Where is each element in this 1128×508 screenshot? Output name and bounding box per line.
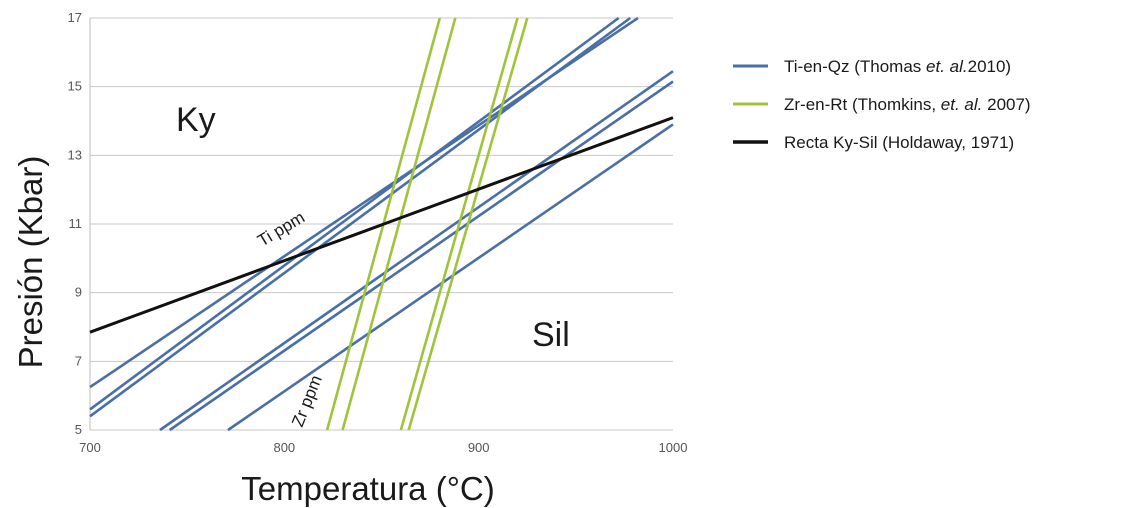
legend: Ti-en-Qz (Thomas et. al.2010) Zr-en-Rt (T… <box>733 57 1031 152</box>
series-line-ti-2 <box>89 16 620 411</box>
series-line-ky-sil-1 <box>89 116 674 334</box>
legend-label-zr: Zr-en-Rt (Thomkins, et. al. 2007) <box>784 95 1031 114</box>
x-tick-label-3: 1000 <box>659 440 688 455</box>
series-line-ti-4 <box>159 70 674 432</box>
y-axis-title: Presión (Kbar) <box>12 156 49 369</box>
annotation-zr-ppm: Zr ppm <box>288 372 326 429</box>
series-line-zr-3 <box>399 17 519 431</box>
series-line-ti-6 <box>227 123 674 432</box>
legend-label-ti: Ti-en-Qz (Thomas et. al.2010) <box>784 57 1011 76</box>
y-tick-label-5: 15 <box>68 79 82 94</box>
y-tick-label-3: 11 <box>69 216 83 231</box>
region-label-sil: Sil <box>532 316 570 354</box>
y-tick-label-0: 5 <box>75 422 82 437</box>
region-label-ky: Ky <box>176 101 216 139</box>
annotation-ti-ppm: Ti ppm <box>254 208 308 251</box>
x-tick-label-0: 700 <box>79 440 101 455</box>
tick-labels: 5 7 9 11 13 15 17 700 800 900 1000 <box>68 10 688 455</box>
x-tick-label-2: 900 <box>468 440 490 455</box>
y-tick-label-6: 17 <box>68 10 82 25</box>
legend-label-ky-sil: Recta Ky-Sil (Holdaway, 1971) <box>784 133 1014 152</box>
y-tick-label-1: 7 <box>75 353 82 368</box>
data-lines <box>89 16 674 432</box>
y-tick-label-2: 9 <box>75 285 82 300</box>
x-tick-label-1: 800 <box>273 440 295 455</box>
x-axis-title: Temperatura (°C) <box>241 470 494 507</box>
series-line-zr-4 <box>407 17 529 431</box>
y-tick-label-4: 13 <box>68 147 82 162</box>
series-line-zr-2 <box>341 17 457 431</box>
series-line-ti-3 <box>89 16 631 418</box>
series-line-ti-5 <box>168 80 674 432</box>
